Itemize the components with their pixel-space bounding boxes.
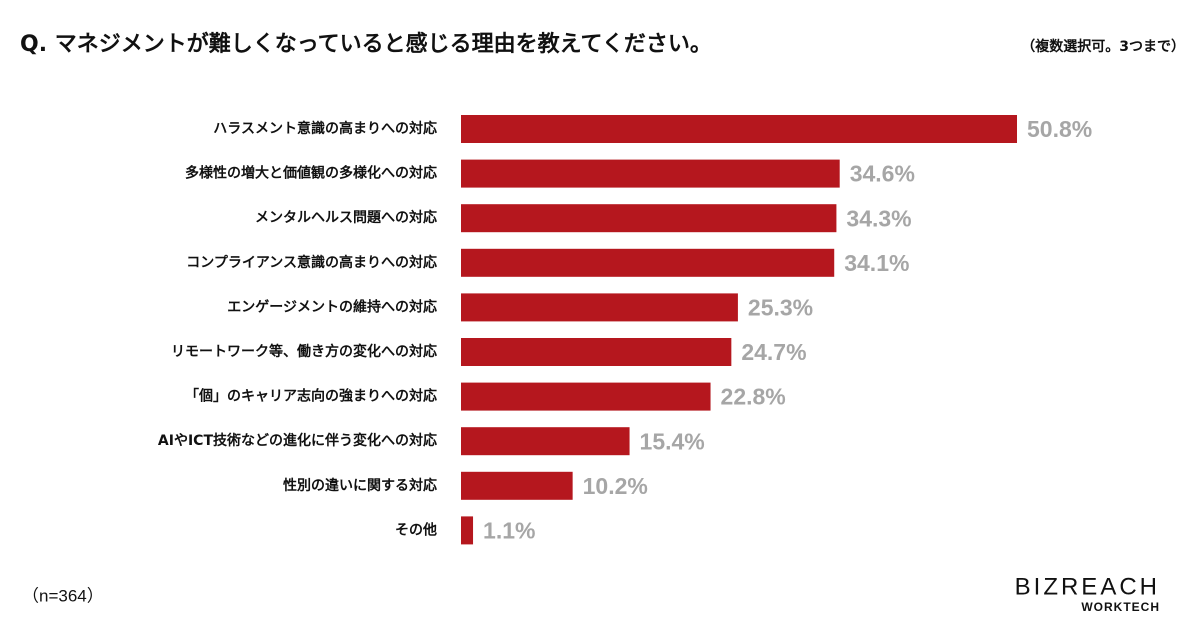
bar <box>461 427 630 456</box>
category-label: 「個」のキャリア志向の強まりへの対応 <box>185 388 437 405</box>
chart-subtitle: （複数選択可。3つまで） <box>1021 38 1185 55</box>
value-label: 50.8% <box>1027 116 1092 142</box>
value-label: 10.2% <box>583 473 648 499</box>
sample-note: （n=364） <box>22 586 104 605</box>
category-label: エンゲージメントの維持への対応 <box>227 298 437 315</box>
category-label: コンプライアンス意識の高まりへの対応 <box>186 254 437 271</box>
category-label: ハラスメント意識の高まりへの対応 <box>213 120 437 137</box>
bar <box>461 382 711 411</box>
logo-brand: BIZREACH <box>1015 573 1160 600</box>
value-label: 25.3% <box>748 294 813 320</box>
category-label: 多様性の増大と価値観の多様化への対応 <box>185 165 437 182</box>
value-label: 34.6% <box>850 161 915 187</box>
chart-title: Q. マネジメントが難しくなっていると感じる理由を教えてください。 <box>20 31 712 57</box>
value-label: 22.8% <box>721 384 786 410</box>
value-label: 24.7% <box>741 339 806 365</box>
category-label: AIやICT技術などの進化に伴う変化への対応 <box>158 432 437 449</box>
bar <box>461 516 474 545</box>
bar <box>461 471 573 500</box>
category-label: リモートワーク等、働き方の変化への対応 <box>171 343 437 360</box>
value-label: 34.3% <box>846 205 911 231</box>
bar <box>461 204 837 233</box>
value-label: 15.4% <box>640 428 705 454</box>
bar <box>461 248 835 277</box>
bar <box>461 338 732 366</box>
category-label: メンタルヘルス問題への対応 <box>255 209 437 226</box>
value-label: 1.1% <box>483 517 535 543</box>
bar <box>461 159 840 188</box>
logo-sub: WORKTECH <box>1081 600 1160 614</box>
category-label: その他 <box>395 521 437 538</box>
category-label: 性別の違いに関する対応 <box>283 477 437 494</box>
bar <box>461 115 1018 143</box>
value-label: 34.1% <box>844 250 909 276</box>
bar <box>461 293 738 322</box>
